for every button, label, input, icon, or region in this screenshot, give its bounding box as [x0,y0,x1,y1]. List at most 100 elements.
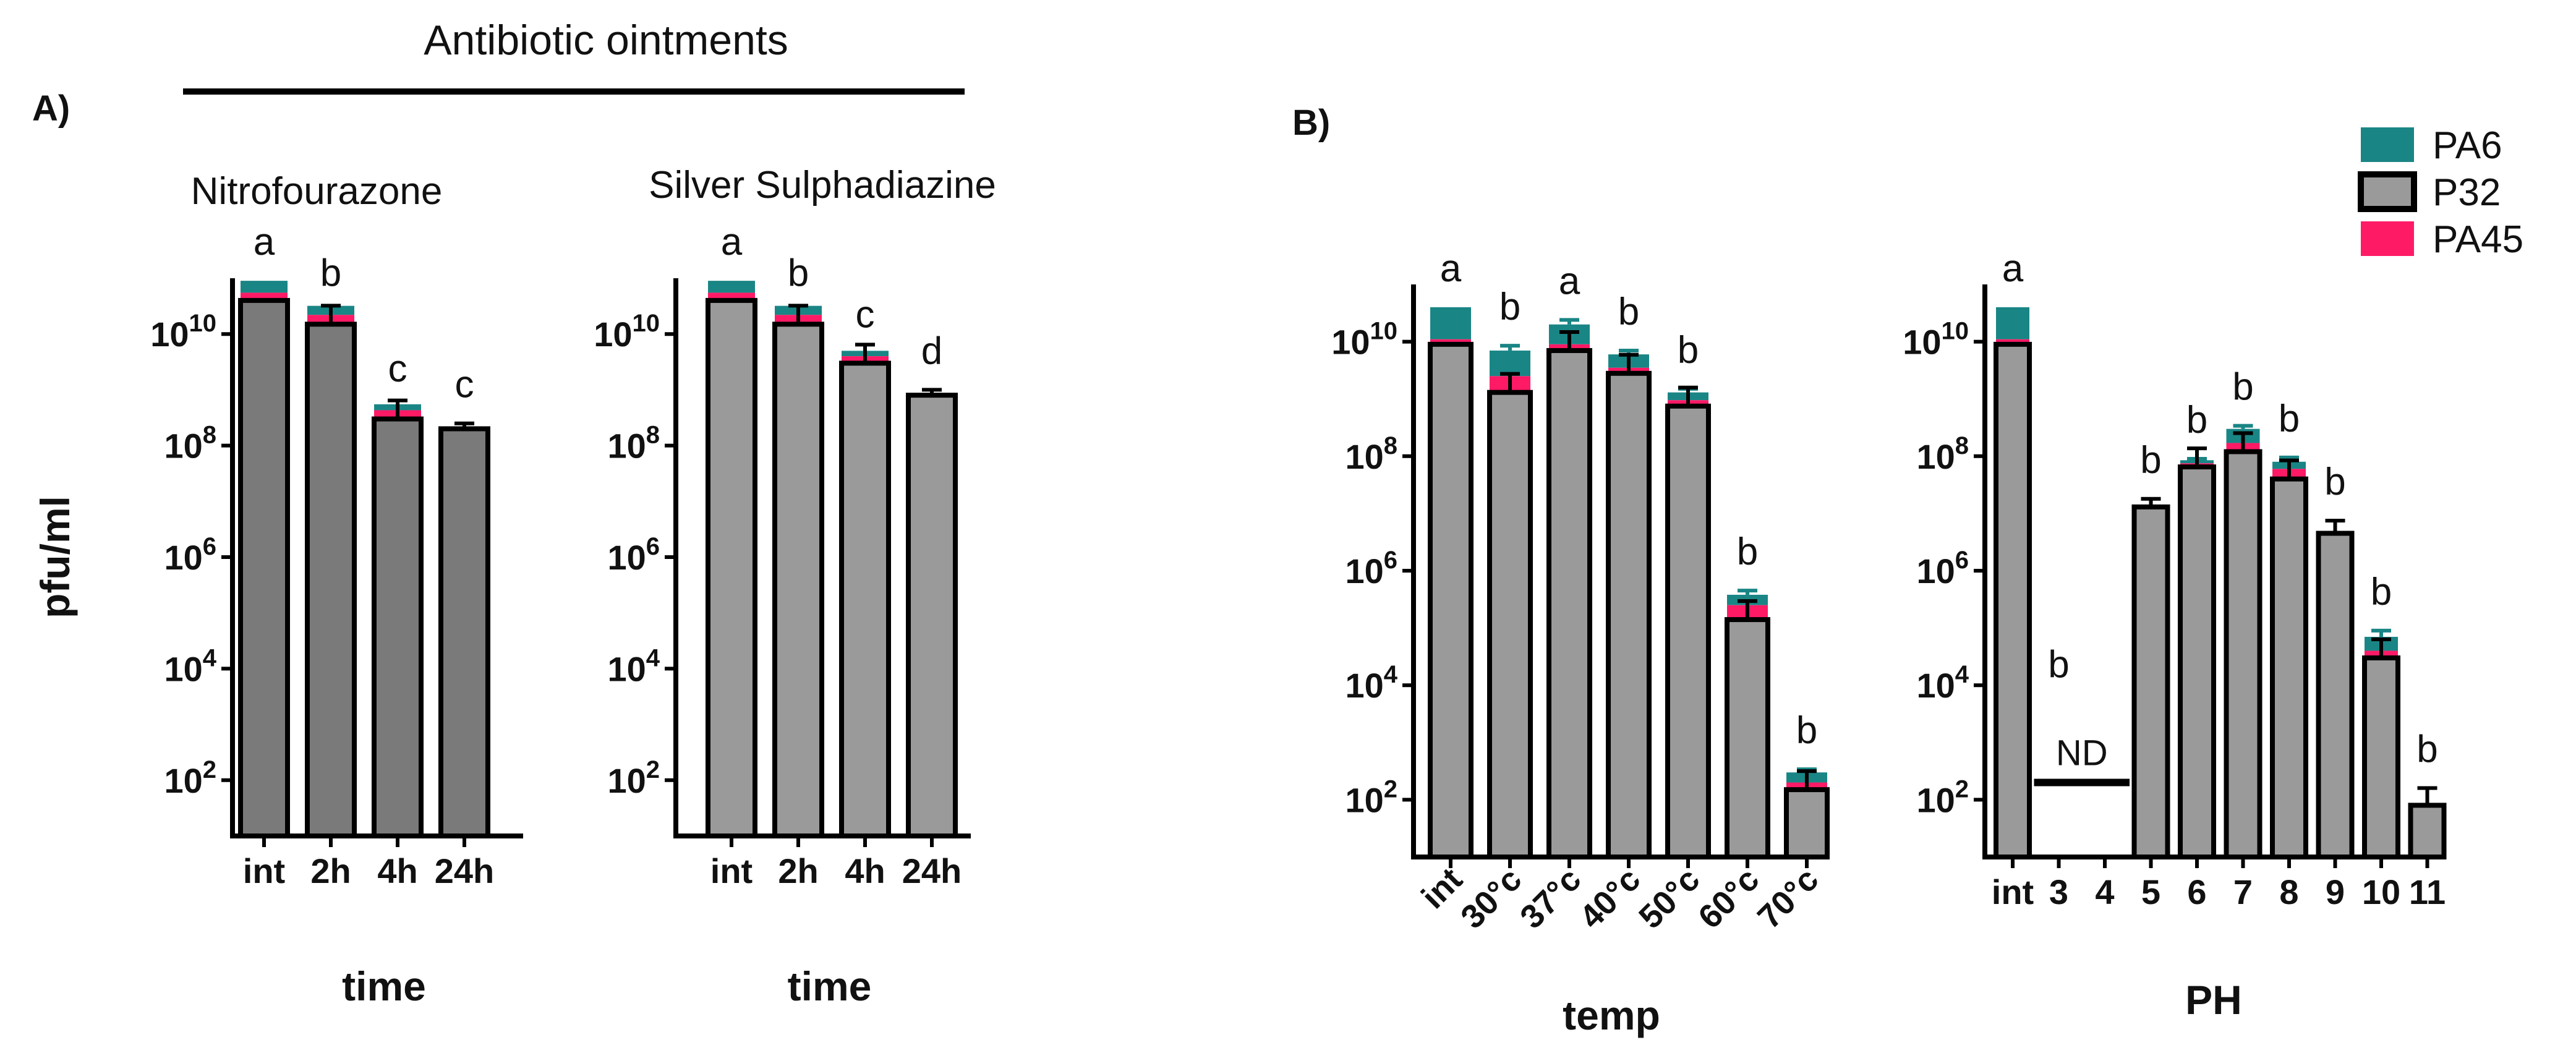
significance-letter: a [1559,260,1580,302]
y-tick-label: 1010 [150,310,216,354]
nd-label: ND [2056,733,2108,774]
x-tick-label: 6 [2187,872,2206,911]
bar-segment-p32 [772,322,824,838]
significance-letter: b [1678,329,1699,372]
significance-letter: c [856,293,875,336]
significance-letter: b [1737,531,1758,573]
bar-segment-pa6 [1490,350,1530,377]
chart-title: Nitrofourazone [191,170,443,213]
significance-letter: b [2048,644,2069,686]
charts: 1021041061081010Nitrofourazonepfu/mltime… [32,164,2447,1038]
significance-letter: a [2002,247,2024,290]
significance-letter: b [2416,728,2437,770]
bar-segment-pa45 [1996,339,2029,344]
y-tick-label: 104 [1345,661,1397,705]
chart-1: 102 104 106 108 1010 Nitrofourazone pfu/ml time… [32,170,523,1009]
x-axis-label: PH [2185,977,2242,1023]
x-axis-label: time [342,963,426,1009]
chart-4: 102 104 106 108 1010 PH a int b 3 4 b 5 b 6 b 7 b 8 b 9 b 10 b 1… [1903,247,2447,1023]
bar-segment-p32 [438,426,490,838]
significance-letter: b [1796,709,1817,752]
significance-letter: b [320,252,341,294]
bar-segment-pa6 [241,281,288,293]
bar-segment-pa6 [1996,307,2029,339]
y-tick-label: 106 [1345,547,1397,590]
bar-segment-p32 [2362,655,2400,859]
significance-letter: c [455,364,474,406]
y-tick-label: 106 [164,533,216,577]
y-tick-label: 108 [1916,432,1969,476]
bar-segment-p32 [2270,476,2308,859]
bar-segment-p32 [2131,504,2170,859]
x-tick-label: int [243,851,285,890]
bar-segment-p32 [1784,787,1830,860]
legend-swatch-pa6 [2361,127,2414,162]
y-tick-label: 108 [607,422,660,466]
bar-segment-p32 [1487,390,1533,859]
y-tick-label: 1010 [1903,318,1969,362]
bar-segment-p32 [2316,531,2355,859]
x-tick-label: 70°c [1751,861,1825,936]
x-tick-label: 10 [2362,872,2400,911]
x-tick-label: 8 [2279,872,2298,911]
significance-letter: b [2232,366,2253,409]
y-tick-label: 104 [164,644,216,688]
y-tick-label: 108 [164,422,216,466]
y-tick-label: 102 [607,756,660,800]
significance-letter: a [721,221,743,263]
significance-letter: b [2279,398,2300,440]
bar-segment-p32 [1546,347,1592,859]
significance-letter: a [254,221,275,263]
x-tick-label: 4 [2095,872,2114,911]
bar-segment-p32 [305,322,357,838]
significance-letter: d [921,330,942,372]
x-tick-label: 4h [377,851,417,890]
bar-segment-p32 [2178,464,2216,859]
y-axis-label: pfu/ml [32,496,78,618]
header-title: Antibiotic ointments [424,17,788,64]
y-tick-label: 104 [607,644,660,688]
bar-segment-p32 [706,297,757,839]
bar-segment-p32 [1606,370,1652,859]
y-tick-label: 102 [1916,775,1969,819]
x-axis-label: temp [1563,992,1660,1038]
y-tick-label: 106 [1916,547,1969,590]
x-tick-label: 11 [2409,872,2446,911]
x-tick-label: 40°c [1572,861,1647,936]
bar-segment-p32 [2408,803,2447,860]
bar-segment-p32 [906,393,958,838]
x-tick-label: 24h [902,851,962,890]
y-tick-label: 1010 [1331,318,1397,362]
y-tick-label: 102 [1345,775,1397,819]
x-tick-label: 50°c [1632,861,1707,936]
x-tick-label: 3 [2049,872,2068,911]
x-tick-label: 5 [2141,872,2160,911]
significance-letter: b [788,252,809,294]
x-tick-label: 9 [2326,872,2345,911]
x-tick-label: int [1992,872,2034,911]
bar-segment-p32 [1994,341,2032,859]
bar-segment-p32 [839,360,891,838]
x-axis-label: time [788,963,872,1009]
legend-swatch-p32 [2358,171,2417,212]
significance-letter: b [1618,291,1639,333]
panel-a-label: A) [32,88,70,129]
chart-3: 1021041061081010tempaintb30°ca37°cb40°cb… [1331,247,1830,1038]
significance-letter: c [388,347,407,390]
chart-2: 102 104 106 108 1010 Silver Sulphadiazine time… [594,164,996,1009]
x-tick-label: int [710,851,753,890]
legend-label-pa45: PA45 [2433,218,2523,261]
bar-segment-pa6 [1430,307,1471,339]
y-tick-label: 108 [1345,432,1397,476]
bar-segment-pa45 [1430,339,1471,344]
x-tick-label: 7 [2233,872,2253,911]
panel-b-label: B) [1292,103,1330,143]
significance-letter: b [2324,461,2345,503]
chart-title: Silver Sulphadiazine [649,164,996,207]
y-tick-label: 106 [607,533,660,577]
y-tick-label: 102 [164,756,216,800]
x-tick-label: 30°c [1454,861,1529,936]
x-tick-label: 2h [778,851,818,890]
